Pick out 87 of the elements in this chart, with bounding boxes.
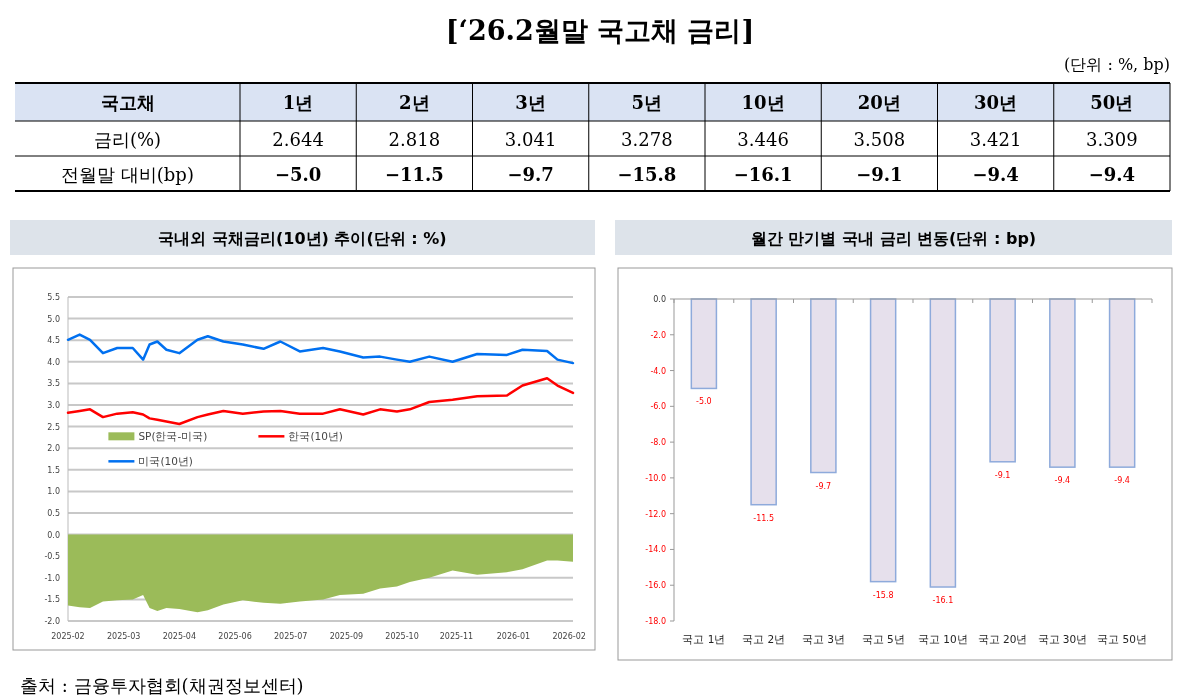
x-tick-label: 2025-11 [439,632,474,641]
source-note: 출처 : 금융투자협회(채권정보센터) [20,675,304,696]
text: (단위 : %, bp) [1064,55,1170,74]
category-label: 1년 [282,92,314,113]
data-label: −9.1 [856,164,903,185]
x-tick-label: 국고 20년 [977,633,1028,645]
y-tick-label: -18.0 [645,617,666,626]
y-tick-label: -16.0 [645,581,666,591]
y-tick-label: 3.5 [47,379,60,389]
data-label: −16.1 [733,164,793,185]
category-label: 2년 [399,92,430,113]
text: 전월말 대비(bp) [61,164,194,185]
data-label: −9.4 [972,164,1019,185]
category-label: 50년 [1090,92,1134,113]
y-tick-label: 1.0 [47,487,60,497]
category-label: 3년 [515,92,546,113]
y-tick-label: -0.5 [44,552,60,562]
y-tick-label: 4.5 [47,336,60,346]
data-label: 3.041 [504,129,557,150]
data-label: −11.5 [384,164,444,185]
category-label: 20년 [857,92,901,113]
text: 금리(%) [93,129,162,150]
x-tick-label: 국고 10년 [918,633,968,645]
y-tick-label: 3.0 [47,401,60,410]
y-tick-label: -2.0 [44,617,60,626]
x-tick-label: 2025-03 [106,632,141,641]
y-tick-label: 5.0 [47,314,60,324]
x-tick-label: 2025-07 [274,632,308,641]
y-tick-label: -12.0 [645,509,666,519]
x-tick-label: 국고 2년 [742,633,786,645]
data-label: -9.4 [1114,476,1130,486]
y-tick-label: -14.0 [645,545,666,555]
data-label: 3.508 [853,129,906,150]
y-tick-label: 0.0 [47,530,60,540]
x-tick-label: 국고 30년 [1037,633,1088,645]
x-tick-label: 2025-10 [385,632,419,641]
data-label: 3.309 [1086,129,1138,150]
y-tick-label: 0.5 [47,509,60,518]
x-tick-label: 국고 1년 [682,633,726,645]
data-label: −15.8 [617,164,677,185]
category-label: 30년 [974,92,1018,113]
data-label: −9.7 [507,164,554,185]
y-tick-label: 1.5 [47,465,60,475]
text: 국고채 [100,92,155,113]
category-label: 5년 [631,92,663,113]
y-tick-label: 0.0 [653,295,666,304]
legend-label: SP(한국-미국) [138,430,208,443]
y-tick-label: 2.0 [47,444,60,454]
y-tick-label: -10.0 [645,473,666,483]
data-label: -9.4 [1054,476,1071,486]
data-label: -5.0 [696,397,712,407]
x-tick-label: 2025-02 [51,632,85,641]
x-tick-label: 2025-09 [329,632,364,641]
y-tick-label: -6.0 [650,402,666,412]
data-label: 2.818 [388,129,441,150]
text: [‘26.2월말 국고채 금리] [445,15,755,46]
y-tick-label: -1.5 [44,595,60,605]
data-label: -15.8 [872,590,894,600]
category-label: 10년 [741,92,785,113]
y-tick-label: -8.0 [650,438,666,448]
x-tick-label: 국고 5년 [861,633,905,645]
y-tick-label: -1.0 [44,573,60,583]
data-label: -9.1 [994,470,1011,480]
data-label: −5.0 [274,164,322,185]
y-tick-label: 4.0 [47,357,60,367]
x-tick-label: 2026-01 [496,632,531,641]
data-label: -11.5 [753,513,774,523]
data-label: -9.7 [815,481,832,491]
y-tick-label: 5.5 [47,293,60,302]
data-label: 3.421 [969,129,1022,150]
chart-title: 국내외 국채금리(10년) 추이(단위 : %) [158,229,447,248]
y-tick-label: 2.5 [47,422,60,432]
y-tick-label: -2.0 [650,330,666,340]
data-label: 3.278 [621,129,673,150]
data-label: -16.1 [932,596,954,606]
x-tick-label: 2026-02 [552,632,586,641]
x-tick-label: 국고 50년 [1097,633,1147,645]
legend-label: 미국(10년) [138,455,193,468]
x-tick-label: 2025-04 [162,632,197,641]
x-tick-label: 2025-06 [218,632,252,641]
data-label: 3.446 [737,129,789,150]
x-tick-label: 국고 3년 [801,633,845,645]
legend-label: 한국(10년) [288,430,343,443]
data-label: −9.4 [1088,164,1136,185]
chart-title: 월간 만기별 국내 금리 변동(단위 : bp) [750,229,1037,248]
y-tick-label: -4.0 [650,366,666,376]
data-label: 2.644 [272,129,324,150]
